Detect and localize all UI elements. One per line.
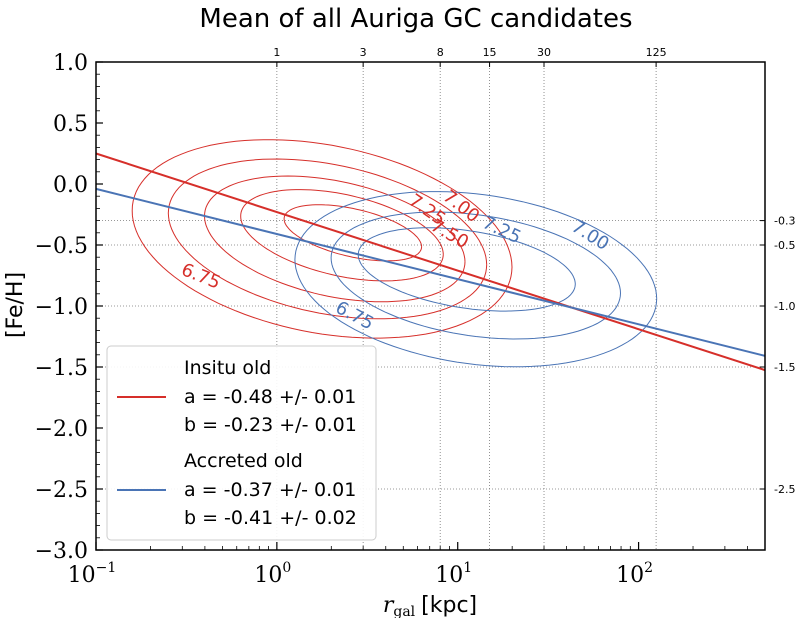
legend: Insitu old a = -0.48 +/- 0.01 b = -0.23 … (106, 345, 377, 541)
contour-ring (294, 191, 658, 368)
y-tick-label: −3.0 (35, 539, 88, 564)
y-tick-label: 0.5 (53, 112, 88, 137)
x-tick-label: 101 (435, 560, 472, 588)
axis-ticks: 1.0 0.5 0.0 −0.5 −1.0 −1.5 −2.0 −2.5 −3.010−1 100… (35, 46, 796, 588)
y-tick-label: −1.5 (35, 356, 88, 381)
contour-ring (167, 158, 488, 320)
contour-label: 7.25 (479, 212, 524, 248)
y-tick-label: −0.5 (35, 234, 88, 259)
legend-box (106, 345, 377, 541)
legend-a-accreted: a = -0.37 +/- 0.01 (184, 479, 356, 501)
right-tick-label: -2.5 (774, 483, 795, 496)
contour-ring (240, 189, 444, 282)
right-tick-label: -1.5 (774, 361, 795, 374)
x-tick-label: 102 (616, 560, 653, 588)
x-tick-label: 100 (254, 560, 291, 588)
top-tick-label: 30 (537, 46, 551, 59)
right-tick-label: -0.5 (774, 239, 795, 252)
x-axis-label-subscript: gal (393, 604, 415, 618)
contour-label: 7.00 (568, 216, 613, 255)
right-tick-label: -0.3 (774, 215, 795, 228)
x-tick-label: 10−1 (68, 560, 117, 588)
top-tick-label: 3 (360, 46, 367, 59)
legend-b-insitu: b = -0.23 +/- 0.01 (184, 414, 357, 436)
x-axis-label: rgal [kpc] (383, 593, 477, 618)
legend-b-accreted: b = -0.41 +/- 0.02 (184, 507, 357, 529)
right-tick-label: -1.0 (774, 300, 795, 313)
top-tick-label: 125 (646, 46, 667, 59)
fit-lines (95, 152, 766, 372)
contour-ring (330, 211, 621, 340)
y-tick-label: −1.0 (35, 295, 88, 320)
top-tick-label: 8 (437, 46, 444, 59)
y-tick-label: 0.0 (53, 173, 88, 198)
top-tick-label: 1 (273, 46, 280, 59)
fit-line (95, 187, 766, 357)
x-axis-label-symbol: r (383, 593, 395, 618)
contour-ring (131, 139, 513, 339)
fit-line (95, 152, 766, 372)
y-tick-label: −2.5 (35, 478, 88, 503)
contour-label: 6.75 (178, 259, 223, 293)
contour-layer (131, 139, 658, 368)
chart-title: Mean of all Auriga GC candidates (199, 4, 632, 34)
x-axis-label-unit: [kpc] (421, 593, 477, 618)
legend-title-insitu: Insitu old (184, 357, 271, 379)
legend-a-insitu: a = -0.48 +/- 0.01 (184, 386, 356, 408)
y-axis-label: [Fe/H] (3, 272, 28, 338)
legend-title-accreted: Accreted old (184, 450, 303, 472)
y-tick-label: −2.0 (35, 417, 88, 442)
y-tick-label: 1.0 (53, 51, 88, 76)
top-tick-label: 15 (483, 46, 497, 59)
